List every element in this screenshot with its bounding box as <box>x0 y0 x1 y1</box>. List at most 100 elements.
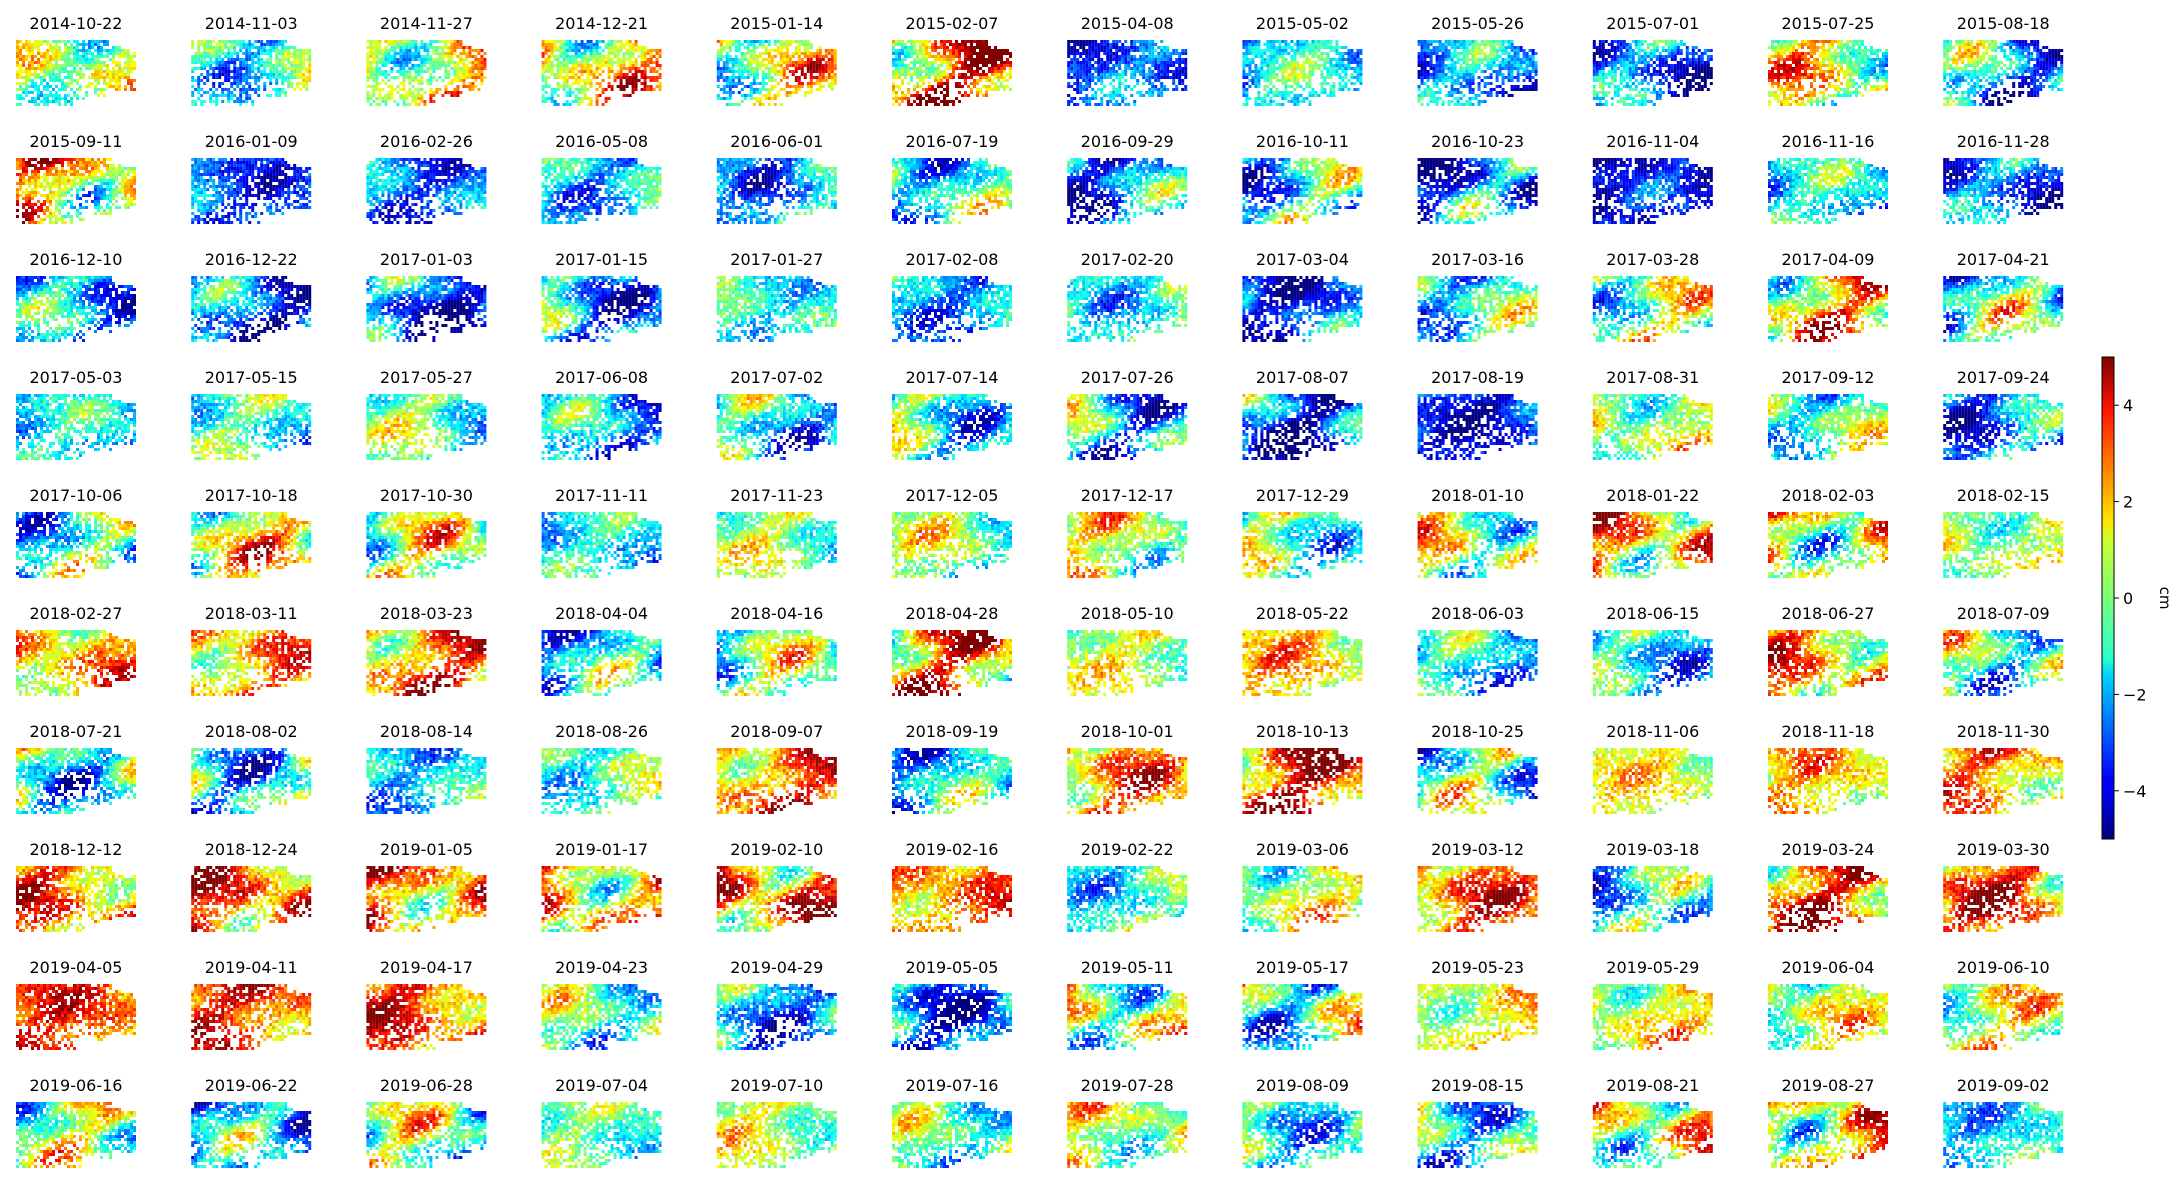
panel-title: 2018-07-09 <box>1957 604 2050 623</box>
panel-title: 2018-12-12 <box>30 840 123 859</box>
panel-title: 2016-10-11 <box>1256 132 1349 151</box>
panel-title: 2019-06-28 <box>380 1076 473 1095</box>
panel-title: 2015-02-07 <box>906 14 999 33</box>
displacement-map <box>1067 158 1187 224</box>
displacement-map <box>1768 748 1888 814</box>
panel-title: 2019-06-10 <box>1957 958 2050 977</box>
displacement-map <box>542 158 662 224</box>
panel-title: 2017-07-26 <box>1081 368 1174 387</box>
panel-title: 2019-08-09 <box>1256 1076 1349 1095</box>
panel: 2019-02-10 <box>717 840 837 932</box>
colorbar-tick-label: 0 <box>2123 589 2133 608</box>
panel: 2017-01-15 <box>542 250 662 342</box>
panel-title: 2019-06-22 <box>205 1076 298 1095</box>
colorbar: 420−2−4 cm <box>2102 357 2174 839</box>
panel: 2018-01-22 <box>1593 486 1713 578</box>
displacement-map <box>892 40 1012 106</box>
panel-title: 2019-08-27 <box>1782 1076 1875 1095</box>
panel: 2017-10-06 <box>16 486 136 578</box>
displacement-map <box>1768 984 1888 1050</box>
panel: 2019-03-12 <box>1418 840 1538 932</box>
panel-title: 2017-12-17 <box>1081 486 1174 505</box>
displacement-map <box>1768 276 1888 342</box>
panel: 2019-03-30 <box>1943 840 2063 932</box>
displacement-map <box>542 394 662 460</box>
displacement-map <box>1593 394 1713 460</box>
panel-title: 2017-04-21 <box>1957 250 2050 269</box>
panel-title: 2015-04-08 <box>1081 14 1174 33</box>
panel: 2017-05-27 <box>366 368 486 460</box>
displacement-map <box>191 40 311 106</box>
panel-title: 2015-05-02 <box>1256 14 1349 33</box>
panel: 2017-09-24 <box>1943 368 2063 460</box>
panel: 2019-05-05 <box>892 958 1012 1050</box>
panel: 2019-01-05 <box>366 840 486 932</box>
colorbar-tick-label: −2 <box>2123 685 2147 704</box>
displacement-map <box>366 276 486 342</box>
panel: 2017-08-31 <box>1593 368 1713 460</box>
panel-title: 2019-02-10 <box>730 840 823 859</box>
panel: 2019-08-15 <box>1418 1076 1538 1168</box>
displacement-map <box>366 158 486 224</box>
displacement-map <box>16 866 136 932</box>
panel: 2014-11-27 <box>366 14 486 106</box>
displacement-map <box>1067 630 1187 696</box>
displacement-map <box>191 158 311 224</box>
panel: 2019-04-17 <box>366 958 486 1050</box>
panel-title: 2018-08-26 <box>555 722 648 741</box>
panel: 2018-08-26 <box>542 722 662 814</box>
displacement-map <box>1943 1102 2063 1168</box>
panel: 2018-06-27 <box>1768 604 1888 696</box>
panel: 2018-11-30 <box>1943 722 2063 814</box>
panel: 2019-05-23 <box>1418 958 1538 1050</box>
panel-title: 2017-10-06 <box>30 486 123 505</box>
displacement-map <box>1067 394 1187 460</box>
panel-title: 2018-08-02 <box>205 722 298 741</box>
panel: 2017-02-08 <box>892 250 1012 342</box>
panel: 2019-06-04 <box>1768 958 1888 1050</box>
displacement-map <box>1593 158 1713 224</box>
displacement-map <box>1067 276 1187 342</box>
displacement-map <box>16 748 136 814</box>
panel: 2017-07-26 <box>1067 368 1187 460</box>
panel: 2019-05-11 <box>1067 958 1187 1050</box>
panel-title: 2018-06-15 <box>1606 604 1699 623</box>
displacement-map <box>1943 276 2063 342</box>
panel-title: 2017-06-08 <box>555 368 648 387</box>
panel: 2017-03-16 <box>1418 250 1538 342</box>
panel-title: 2018-04-16 <box>730 604 823 623</box>
panel-title: 2018-06-27 <box>1782 604 1875 623</box>
colorbar-tick-label: −4 <box>2123 782 2147 801</box>
panel-title: 2016-05-08 <box>555 132 648 151</box>
panel: 2019-07-16 <box>892 1076 1012 1168</box>
displacement-map <box>16 40 136 106</box>
displacement-map <box>191 512 311 578</box>
colorbar-label: cm <box>2156 587 2174 610</box>
displacement-map <box>1242 748 1362 814</box>
displacement-map <box>366 748 486 814</box>
panel: 2019-04-05 <box>16 958 136 1050</box>
displacement-map <box>542 1102 662 1168</box>
displacement-map <box>1242 158 1362 224</box>
panel: 2016-06-01 <box>717 132 837 224</box>
displacement-map <box>1067 1102 1187 1168</box>
panel: 2018-10-13 <box>1242 722 1362 814</box>
displacement-map <box>1768 394 1888 460</box>
panel-title: 2018-05-22 <box>1256 604 1349 623</box>
panel: 2019-06-10 <box>1943 958 2063 1050</box>
panel-title: 2018-11-18 <box>1782 722 1875 741</box>
panel-title: 2017-08-19 <box>1431 368 1524 387</box>
panel: 2016-10-11 <box>1242 132 1362 224</box>
panel-title: 2015-05-26 <box>1431 14 1524 33</box>
panel: 2019-06-28 <box>366 1076 486 1168</box>
panel: 2015-07-25 <box>1768 14 1888 106</box>
displacement-map <box>1943 866 2063 932</box>
panel: 2016-10-23 <box>1418 132 1538 224</box>
panel: 2019-08-27 <box>1768 1076 1888 1168</box>
panel-title: 2019-03-18 <box>1606 840 1699 859</box>
panel: 2019-03-06 <box>1242 840 1362 932</box>
panel-title: 2016-11-04 <box>1606 132 1699 151</box>
panel-title: 2015-07-01 <box>1606 14 1699 33</box>
panel: 2018-11-18 <box>1768 722 1888 814</box>
